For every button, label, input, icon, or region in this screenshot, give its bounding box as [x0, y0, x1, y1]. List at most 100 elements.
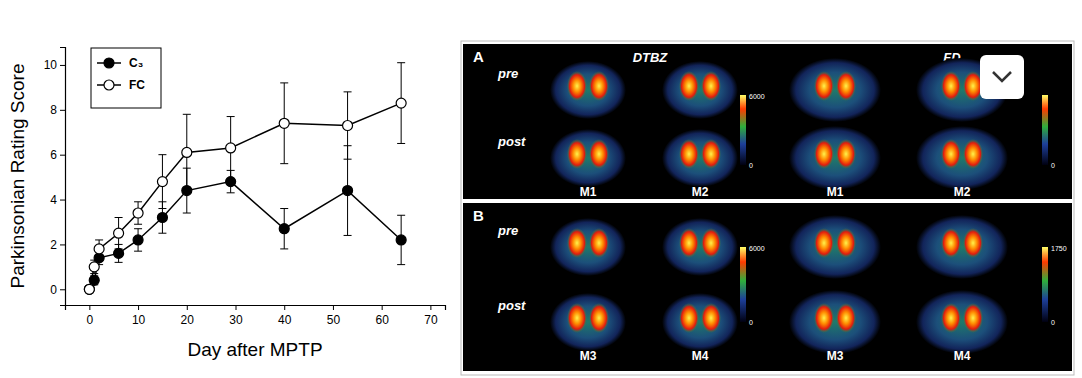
colorbar-min: 0: [749, 162, 753, 169]
pet-uptake: [836, 303, 856, 333]
y-axis: 0246810: [44, 48, 66, 306]
x-tick: 20: [181, 305, 195, 327]
y-tick-label: 8: [50, 103, 57, 117]
subject-label: M3: [827, 349, 844, 363]
pet-uptake: [679, 303, 699, 333]
x-tick-mark: [382, 305, 383, 310]
legend-marker: [104, 80, 114, 90]
x-tick: 30: [229, 305, 243, 327]
error-bar: [227, 117, 235, 180]
x-tick-label: 60: [375, 313, 389, 327]
panel-label: A: [473, 48, 484, 65]
data-point: [157, 213, 167, 223]
pet-slice: [550, 293, 626, 351]
x-axis-title: Day after MPTP: [187, 339, 322, 360]
pet-uptake: [941, 139, 961, 169]
image-panel-frame: [461, 41, 1074, 375]
pet-uptake: [679, 71, 699, 101]
button-bg[interactable]: [980, 55, 1024, 99]
expand-button[interactable]: [980, 55, 1024, 99]
legend: C₃ FC: [91, 48, 161, 108]
pet-uptake: [679, 228, 699, 258]
error-bar: [344, 92, 352, 159]
legend-label: FC: [129, 78, 145, 92]
x-tick-label: 70: [424, 313, 438, 327]
x-tick: 50: [327, 305, 341, 327]
y-tick-label: 10: [44, 58, 58, 72]
data-point: [182, 147, 192, 157]
error-bar: [95, 240, 103, 258]
error-bar: [115, 218, 123, 249]
pet-uptake: [814, 139, 834, 169]
pet-uptake: [814, 228, 834, 258]
legend-box: [91, 48, 161, 108]
y-tick: 6: [50, 148, 65, 162]
x-tick-mark: [430, 305, 431, 310]
pet-slice: [916, 215, 1008, 279]
x-tick-label: 0: [87, 313, 94, 327]
y-tick: 8: [50, 103, 65, 117]
y-tick: 4: [50, 193, 65, 207]
colorbar: [1042, 247, 1048, 322]
colorbar-max: 6000: [749, 245, 765, 252]
x-tick-mark: [333, 305, 334, 310]
x-tick-mark: [138, 305, 139, 310]
subject-label: M4: [692, 349, 709, 363]
colorbar: [1042, 95, 1048, 165]
x-tick-label: 10: [132, 313, 146, 327]
error-bar: [134, 202, 142, 224]
pet-slice: [550, 61, 626, 119]
data-point: [157, 177, 167, 187]
x-tick-label: 20: [181, 313, 195, 327]
pet-uptake: [567, 71, 587, 101]
row-label: pre: [497, 223, 518, 238]
data-point: [343, 186, 353, 196]
y-tick-label: 6: [50, 148, 57, 162]
pet-panel: BprepostM3M4M3M46000017500: [463, 203, 1072, 371]
pet-uptake: [701, 303, 721, 333]
data-point: [343, 121, 353, 131]
subject-label: M1: [580, 185, 597, 199]
axis-line: [66, 306, 446, 311]
figure: 0102030405060700246810Day after MPTPPark…: [0, 0, 1082, 378]
data-point: [133, 235, 143, 245]
pet-slice: [662, 61, 738, 119]
y-tick-mark: [60, 244, 65, 245]
row-label: pre: [497, 66, 518, 81]
x-tick: 60: [375, 305, 389, 327]
x-tick-mark: [236, 305, 237, 310]
colorbar-min: 0: [1051, 162, 1055, 169]
series-line: [89, 103, 401, 289]
chevron-icon[interactable]: [993, 72, 1011, 81]
x-tick-label: 50: [327, 313, 341, 327]
pet-uptake: [567, 139, 587, 169]
pet-uptake: [701, 71, 721, 101]
x-tick: 70: [424, 305, 438, 327]
data-point: [279, 118, 289, 128]
pet-uptake: [836, 139, 856, 169]
subject-label: M1: [827, 185, 844, 199]
pet-uptake: [589, 303, 609, 333]
pet-uptake: [567, 228, 587, 258]
pet-uptake: [836, 228, 856, 258]
pet-uptake: [814, 71, 834, 101]
legend-label: C₃: [129, 56, 143, 70]
row-label: post: [497, 134, 526, 149]
y-tick-mark: [60, 200, 65, 201]
y-tick: 0: [50, 283, 65, 297]
y-tick: 10: [44, 58, 65, 72]
data-point: [396, 235, 406, 245]
y-tick-mark: [60, 110, 65, 111]
x-tick: 40: [278, 305, 292, 327]
x-tick: 10: [132, 305, 146, 327]
subject-label: M3: [580, 349, 597, 363]
data-point: [279, 224, 289, 234]
series: [84, 146, 406, 295]
data-point: [133, 208, 143, 218]
row-label: post: [497, 298, 526, 313]
data-point: [84, 284, 94, 294]
colorbar-min: 0: [749, 319, 753, 326]
pet-uptake: [679, 139, 699, 169]
x-axis: 0 10 20 30 40 50 60 70: [66, 305, 446, 327]
pet-slice: [916, 290, 1008, 354]
